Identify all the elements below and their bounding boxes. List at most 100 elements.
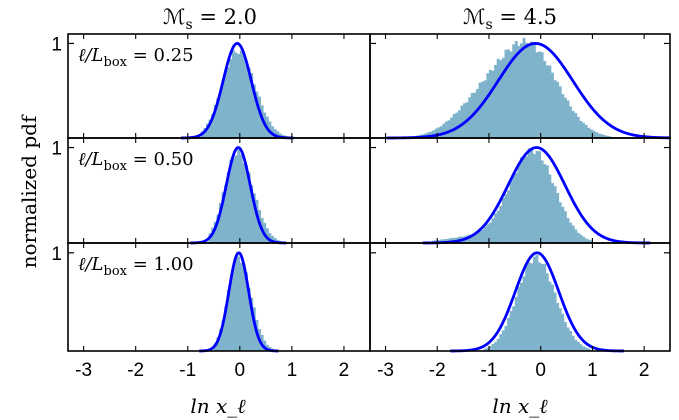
histogram-bar — [514, 41, 518, 139]
histogram-bar — [496, 338, 500, 351]
histogram-bar — [579, 344, 583, 351]
histogram-bar — [579, 234, 583, 243]
histogram-bar — [247, 172, 251, 243]
histogram-bar — [569, 222, 573, 243]
row-label-main: ℓ/L — [78, 149, 104, 170]
histogram-bar — [450, 117, 454, 138]
histogram-bar — [561, 206, 565, 243]
histogram-bar — [457, 110, 461, 138]
histogram-bar — [481, 229, 485, 243]
row-label: ℓ/Lbox = 1.00 — [78, 254, 194, 279]
histogram-bar — [265, 228, 269, 243]
histogram-bar — [548, 65, 552, 138]
x-tick-label: 2 — [339, 360, 350, 381]
histogram-bar — [504, 325, 508, 351]
histogram-bar — [434, 128, 438, 138]
histogram-bar — [491, 218, 495, 243]
histogram-bar — [543, 263, 547, 351]
panel-r1-c1 — [369, 137, 671, 245]
histogram-bar — [507, 190, 510, 243]
histogram-bar — [276, 131, 280, 138]
x-tick-label: 0 — [235, 360, 246, 381]
histogram-bar — [271, 126, 274, 138]
histogram-bar — [538, 262, 541, 351]
histogram-bar — [442, 123, 446, 138]
histogram-bar — [566, 100, 570, 138]
histogram-bar — [488, 69, 492, 138]
histogram-bar — [268, 233, 272, 243]
histogram-bar — [250, 73, 254, 138]
histogram-bar — [250, 185, 254, 243]
histogram-bar — [556, 303, 560, 351]
histogram-bar — [468, 234, 472, 243]
histogram-bar — [258, 96, 261, 138]
histogram-bar — [226, 172, 230, 243]
histogram-bar — [571, 335, 575, 351]
gaussian-fit-line — [199, 251, 279, 353]
histogram-bar — [530, 41, 534, 138]
histogram-bar — [507, 49, 510, 138]
histogram-bar — [527, 262, 531, 351]
histogram-bar — [579, 120, 583, 138]
histogram-bar — [543, 164, 547, 243]
histogram-bar — [496, 58, 500, 138]
gaussian-fit-line — [422, 146, 651, 245]
histogram-bar — [522, 276, 526, 351]
histogram-bar — [507, 318, 510, 351]
histogram-bar — [232, 50, 235, 138]
histogram-bar — [543, 61, 547, 139]
x-tick-label: -1 — [481, 360, 498, 381]
histogram-bar — [556, 192, 560, 243]
gaussian-fit-line — [180, 42, 294, 140]
histogram-bar — [488, 346, 492, 351]
histogram-bar — [582, 346, 585, 351]
histogram-bar — [540, 52, 544, 139]
x-axis-label-left: ln x_ℓ — [190, 394, 246, 418]
histogram-bar — [566, 327, 570, 351]
histogram-bar — [561, 94, 565, 138]
histogram-bar — [460, 105, 464, 138]
histogram-bar — [551, 284, 554, 351]
histogram-bar — [494, 342, 498, 351]
x-tick-label: -1 — [179, 360, 196, 381]
histogram-bar — [574, 113, 578, 138]
histogram-bar — [563, 97, 567, 138]
panel-grid: 1ℓ/Lbox = 0.251 ℓ/Lbox = 0.501-3 -2 -1 0 1 2ℓ/… — [51, 33, 671, 381]
histogram-bar — [517, 165, 521, 243]
histogram-bar — [486, 224, 490, 243]
histogram-bar — [234, 155, 238, 243]
histogram-bar — [470, 234, 474, 243]
histogram-bar — [535, 52, 539, 138]
histogram-bar — [553, 292, 557, 351]
histogram-bar — [558, 308, 562, 351]
histogram-bar — [452, 113, 456, 138]
histogram-bar — [494, 213, 498, 243]
histogram-bar — [530, 148, 534, 243]
histogram-bar — [517, 45, 521, 138]
histogram-bar — [483, 226, 487, 243]
x-tick-label: -3 — [377, 360, 394, 381]
histogram-bar — [595, 132, 598, 138]
histogram-bar — [211, 113, 215, 138]
histogram-bar — [242, 263, 246, 351]
histogram-bar — [432, 130, 435, 138]
row-label: ℓ/Lbox = 0.25 — [78, 45, 194, 70]
histogram-bar — [545, 273, 549, 351]
histogram-bar — [224, 306, 228, 351]
x-tick-label: 1 — [287, 360, 298, 381]
histogram-bar — [571, 225, 575, 243]
histogram-bar — [481, 81, 485, 138]
histogram-bar — [216, 337, 220, 351]
histogram-bar — [234, 255, 238, 351]
histogram-bar — [558, 86, 562, 138]
histogram-bar — [584, 347, 588, 351]
histogram-bar — [245, 272, 248, 351]
histogram-bar — [252, 193, 256, 243]
row-label: ℓ/Lbox = 0.50 — [78, 149, 194, 174]
histogram-bar — [491, 344, 495, 351]
histogram-bar — [551, 72, 554, 138]
panel-r0-c1 — [369, 33, 671, 140]
histogram-bar — [499, 205, 503, 243]
histogram-bar — [501, 330, 505, 351]
histogram-bar — [520, 157, 523, 243]
